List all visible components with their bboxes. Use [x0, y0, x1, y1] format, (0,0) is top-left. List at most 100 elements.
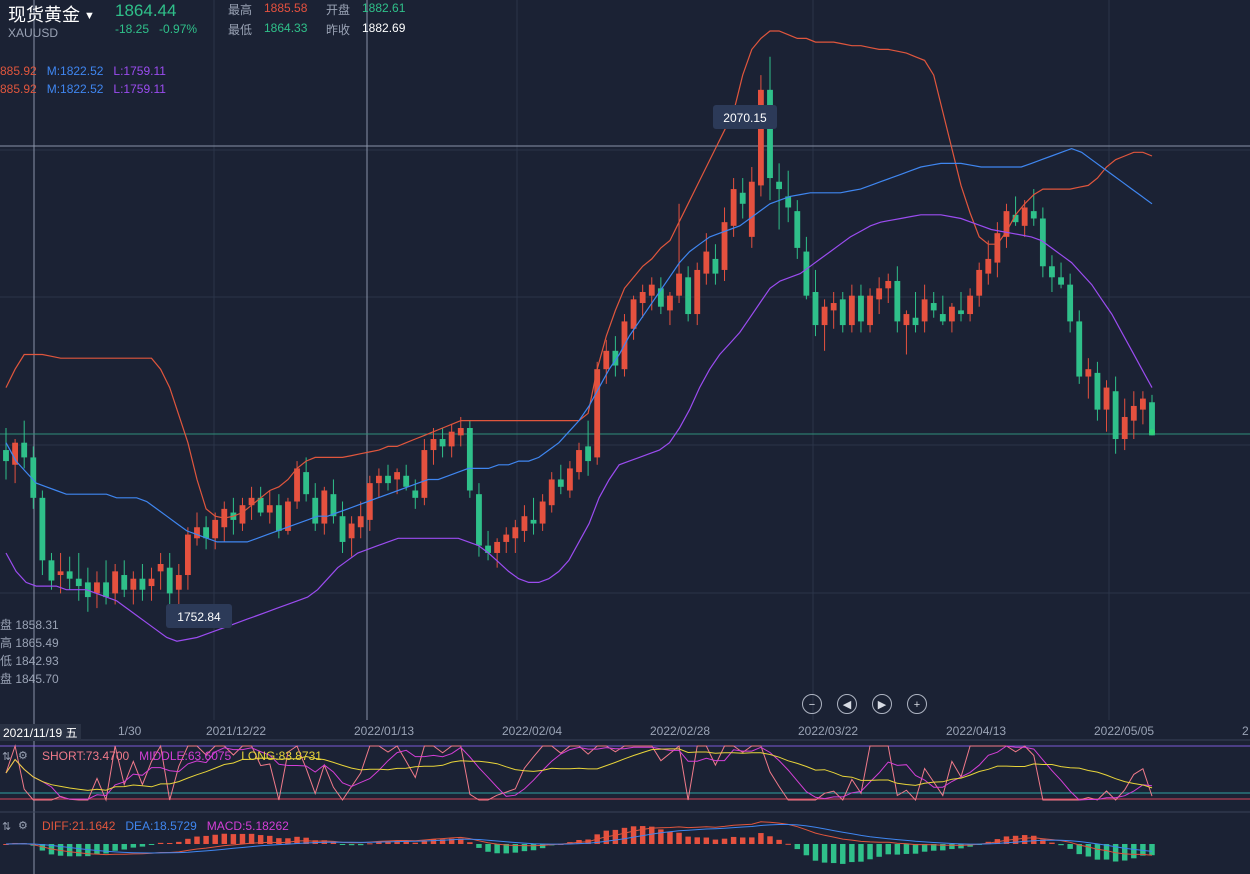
candle-body — [430, 439, 437, 451]
candle-body — [212, 519, 219, 539]
boll-lower-value: L:1759.11 — [113, 82, 166, 96]
macd-bar — [1121, 844, 1128, 861]
candle-body — [139, 578, 146, 590]
candle-body — [530, 519, 537, 524]
macd-value: MACD:5.18262 — [206, 819, 289, 833]
swap-icon[interactable]: ⇅ — [2, 821, 12, 833]
candle-body — [339, 516, 346, 542]
candle-body — [539, 501, 546, 524]
candle-body — [839, 299, 846, 326]
candle-body — [121, 575, 128, 590]
high-annotation: 2070.15 — [713, 105, 777, 129]
open-label: 开盘 — [326, 3, 351, 17]
macd-bar — [867, 844, 873, 860]
zoom-in-button[interactable]: + — [907, 694, 927, 714]
candle-body — [821, 306, 828, 326]
macd-bar — [830, 844, 837, 864]
candle-body — [194, 527, 200, 539]
long-value: LONG:83.8731 — [241, 749, 322, 763]
candle-body — [494, 541, 501, 553]
macd-bar — [57, 844, 64, 856]
macd-bar — [1085, 844, 1092, 857]
candle-body — [585, 446, 592, 462]
candle-body — [776, 181, 783, 190]
candle-body — [166, 567, 173, 594]
macd-bar — [849, 844, 855, 863]
instrument-symbol: XAUUSD — [8, 26, 59, 40]
scroll-left-button[interactable]: ◀ — [837, 694, 857, 714]
candle-body — [876, 288, 883, 300]
candle-body — [1012, 214, 1019, 223]
macd-bar — [1131, 844, 1137, 859]
macd-bar — [776, 839, 782, 844]
macd-bar — [767, 836, 773, 844]
macd-bar — [739, 837, 746, 844]
candle-body — [385, 475, 391, 484]
macd-bar — [676, 832, 682, 844]
gear-icon[interactable]: ⚙ — [18, 820, 28, 832]
x-tick: 2022/03/22 — [798, 724, 859, 738]
candle-body — [721, 222, 728, 270]
candle-body — [576, 450, 582, 473]
macd-bar — [221, 833, 228, 844]
macd-bar — [658, 829, 664, 844]
diff-line — [5, 821, 1153, 856]
candle-body — [1003, 211, 1010, 237]
macd-bar — [903, 844, 910, 854]
macd-bar — [1040, 839, 1046, 844]
candle-body — [557, 479, 564, 487]
candle-body — [348, 523, 355, 539]
candle-body — [667, 295, 673, 311]
low-value: 1864.33 — [264, 21, 308, 35]
candle-body — [767, 89, 773, 179]
x-tick-partial: 1/30 — [118, 724, 142, 738]
instrument-selector[interactable]: 现货黄金 ▼ — [8, 1, 95, 27]
candle-body — [1039, 218, 1046, 267]
candle-body — [930, 303, 937, 311]
boll-legend-2: 885.92 M:1822.52 L:1759.11 — [0, 82, 176, 96]
macd-bar — [185, 838, 191, 844]
boll-mid-line — [5, 147, 1153, 543]
candle-body — [630, 299, 637, 329]
macd-bar — [385, 841, 391, 844]
macd-bar — [949, 844, 955, 850]
macd-bar — [112, 844, 118, 851]
macd-bar — [212, 834, 218, 844]
candle-body — [967, 295, 974, 315]
macd-bar — [467, 842, 473, 844]
macd-bar — [1049, 842, 1055, 844]
x-tick: 2022/05/05 — [1094, 724, 1155, 738]
candle-body — [248, 497, 255, 506]
candle-body — [148, 578, 155, 587]
candle-body — [1130, 405, 1137, 421]
x-tick: 2021/12/22 — [206, 724, 267, 738]
x-tick-partial: 2 — [1242, 724, 1249, 738]
macd-bar — [176, 841, 182, 844]
macd-bar — [203, 835, 209, 844]
candle-body — [830, 303, 837, 311]
swap-icon[interactable]: ⇅ — [2, 751, 12, 763]
zoom-out-button[interactable]: − — [802, 694, 822, 714]
macd-bar — [76, 844, 82, 857]
macd-bar — [339, 844, 346, 845]
scroll-right-button[interactable]: ▶ — [872, 694, 892, 714]
macd-bar — [439, 839, 446, 844]
macd-bar — [539, 844, 546, 849]
macd-bar — [785, 843, 791, 845]
candle-body — [394, 472, 401, 480]
candle-body — [357, 516, 364, 528]
macd-bar — [503, 844, 509, 854]
macd-bar — [66, 844, 73, 857]
prev-close-label: 昨收 — [326, 23, 351, 37]
candle-body — [676, 273, 682, 296]
macd-bar — [894, 844, 901, 855]
gear-icon[interactable]: ⚙ — [18, 750, 28, 762]
low-annotation-value: 1752.84 — [177, 610, 221, 624]
macd-bar — [649, 826, 655, 844]
boll-upper-value: 885.92 — [0, 64, 37, 78]
candle-body — [785, 196, 792, 208]
candle-body — [503, 534, 510, 542]
crosshair-close: 盘 1845.70 — [0, 672, 59, 686]
macd-bar — [421, 840, 428, 844]
